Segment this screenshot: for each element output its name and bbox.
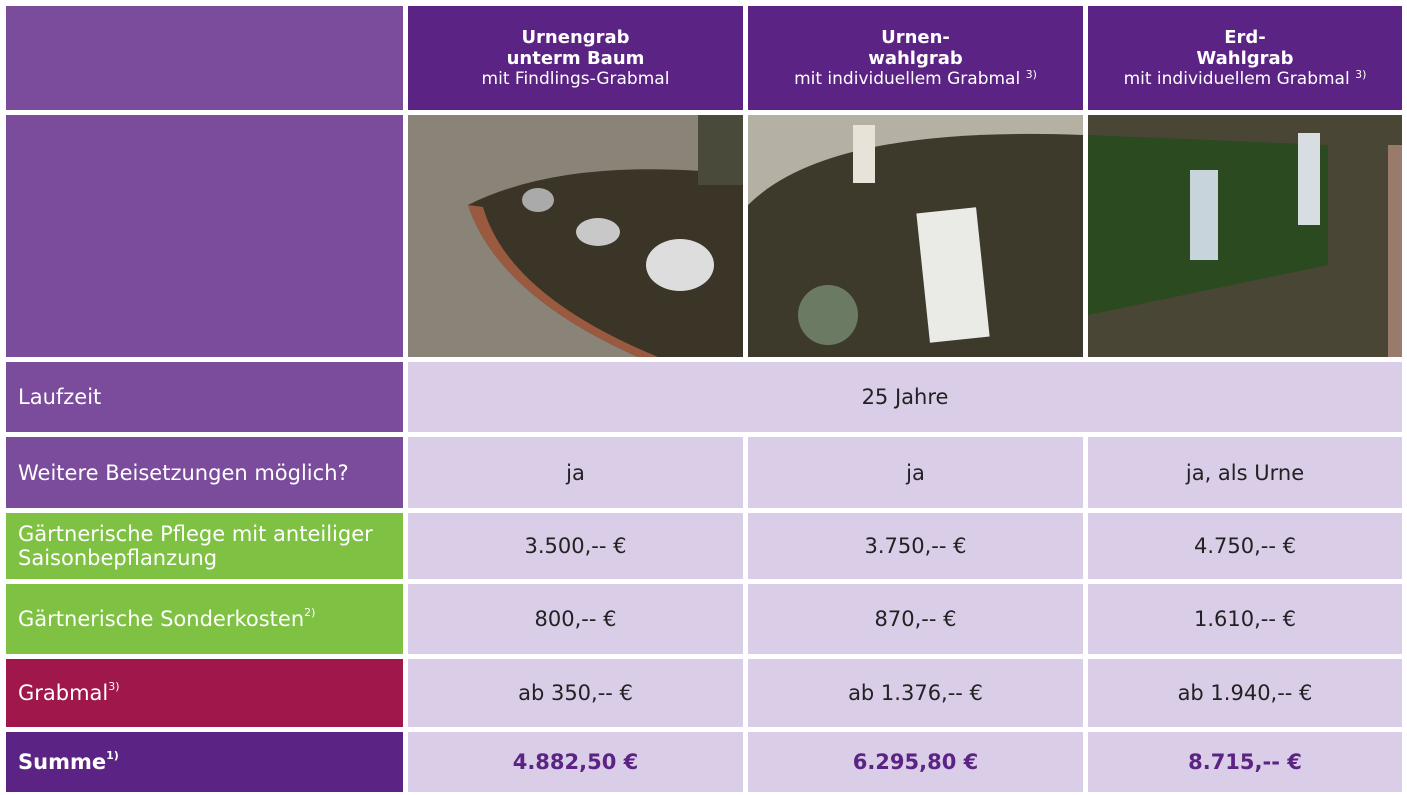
subtitle-line: mit individuellem Grabmal 3): [1124, 69, 1367, 90]
value-cell: 4.882,50 €: [408, 732, 743, 792]
subtitle: mit Findlings-Grabmal: [482, 69, 670, 90]
value-cell: ja: [748, 437, 1083, 508]
row-label: Summe1): [6, 732, 403, 792]
title: Wahlgrab: [1196, 48, 1293, 69]
table: Urnengrab unterm Baum mit Findlings-Grab…: [0, 0, 1407, 795]
label-text: Laufzeit: [18, 385, 101, 409]
column-header: Erd- Wahlgrab mit individuellem Grabmal …: [1088, 6, 1402, 110]
column-header: Urnen- wahlgrab mit individuellem Grabma…: [748, 6, 1083, 110]
label-text: Summe: [18, 750, 106, 774]
subtitle: mit individuellem Grabmal: [794, 69, 1020, 89]
corner: [6, 115, 403, 357]
value-cell: ab 1.376,-- €: [748, 659, 1083, 727]
label-line: Weitere Beisetzungen möglich?: [18, 461, 349, 485]
label-line: Gärtnerische Sonderkosten2): [18, 607, 315, 631]
row-label: Gärtnerische Pflege mit anteiliger Saiso…: [6, 513, 403, 579]
note: 3): [1026, 68, 1037, 81]
label-text: Gärtnerische Pflege mit anteiliger Saiso…: [18, 522, 373, 570]
value-cell: 4.750,-- €: [1088, 513, 1402, 579]
subtitle: mit individuellem Grabmal: [1124, 69, 1350, 89]
photo: [408, 115, 743, 357]
title: Urnengrab: [521, 27, 629, 48]
value-cell: ja, als Urne: [1088, 437, 1402, 508]
body: Urnengrab unterm Baum mit Findlings-Grab…: [0, 0, 1407, 795]
note: 3): [108, 680, 119, 693]
value-cell: 8.715,-- €: [1088, 732, 1402, 792]
title: Erd-: [1224, 27, 1266, 48]
page: Grabvergleich {"header":{"columns":[ {"t…: [0, 0, 1407, 795]
value-cell: 1.610,-- €: [1088, 584, 1402, 654]
note: 1): [106, 749, 119, 762]
value-cell: 800,-- €: [408, 584, 743, 654]
photo-image: [748, 115, 1083, 357]
title: wahlgrab: [868, 48, 963, 69]
value-cell: 3.500,-- €: [408, 513, 743, 579]
note: 3): [1355, 68, 1366, 81]
title: unterm Baum: [507, 48, 645, 69]
corner: [6, 6, 403, 110]
value-cell: 3.750,-- €: [748, 513, 1083, 579]
subtitle-line: mit individuellem Grabmal 3): [794, 69, 1037, 90]
value-cell: 870,-- €: [748, 584, 1083, 654]
photo-image: [408, 115, 743, 357]
row-label: Gärtnerische Sonderkosten2): [6, 584, 403, 654]
label-text: Gärtnerische Sonderkosten: [18, 607, 304, 631]
row-label: Weitere Beisetzungen möglich?: [6, 437, 403, 508]
value-cell: ab 350,-- €: [408, 659, 743, 727]
photo-image: [1088, 115, 1402, 357]
label-text: Weitere Beisetzungen möglich?: [18, 461, 349, 485]
label-line: Gärtnerische Pflege mit anteiliger Saiso…: [18, 522, 403, 570]
value-cell: 6.295,80 €: [748, 732, 1083, 792]
value-cell: ab 1.940,-- €: [1088, 659, 1402, 727]
photo: [1088, 115, 1402, 357]
value-cell: 25 Jahre: [408, 362, 1402, 432]
note: 2): [304, 606, 315, 619]
label-line: Laufzeit: [18, 385, 101, 409]
column-header: Urnengrab unterm Baum mit Findlings-Grab…: [408, 6, 743, 110]
row-label: Grabmal3): [6, 659, 403, 727]
row-label: Laufzeit: [6, 362, 403, 432]
label-line: Summe1): [18, 750, 119, 774]
label-text: Grabmal: [18, 681, 108, 705]
photo: [748, 115, 1083, 357]
value-cell: ja: [408, 437, 743, 508]
title: Urnen-: [881, 27, 950, 48]
label-line: Grabmal3): [18, 681, 120, 705]
